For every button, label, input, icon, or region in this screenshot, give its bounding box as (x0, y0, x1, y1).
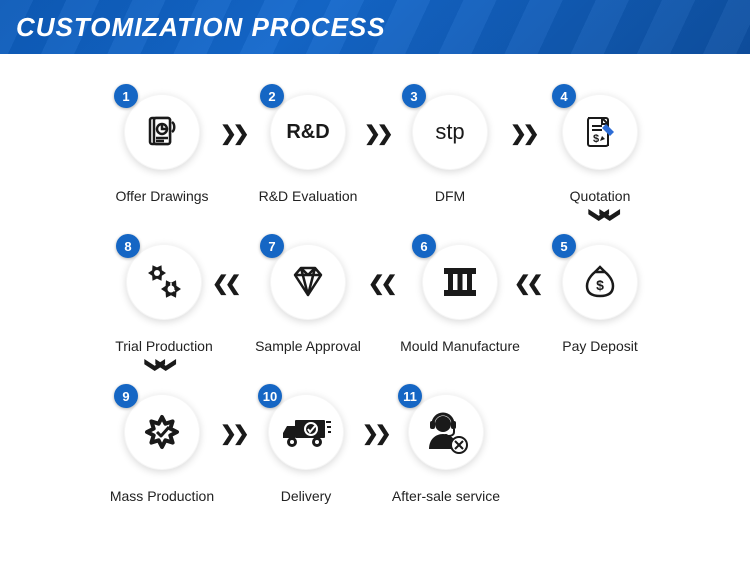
process-step: 9 Mass Production (92, 394, 232, 504)
step-label: Trial Production (115, 338, 213, 354)
step-circle: 6 (422, 244, 498, 320)
step-number-badge: 7 (260, 234, 284, 258)
step-number-badge: 8 (116, 234, 140, 258)
step-number-badge: 3 (402, 84, 426, 108)
step-label: DFM (435, 188, 465, 204)
flow-arrow-right: ❯❯ (364, 124, 390, 144)
svg-text:$: $ (593, 133, 599, 145)
process-step: 11 After-sale service (376, 394, 516, 504)
step-label: Mould Manufacture (400, 338, 520, 354)
process-step: 1 Offer Drawings (92, 94, 232, 204)
step-label: After-sale service (392, 488, 500, 504)
step-circle: 5$ (562, 244, 638, 320)
flow-arrow-left: ❮❮ (514, 274, 540, 294)
step-label: Delivery (281, 488, 332, 504)
step-circle: 4$ (562, 94, 638, 170)
process-canvas: 1Offer Drawings2R&DR&D Evaluation3stpDFM… (0, 54, 750, 561)
truck-icon (281, 412, 331, 452)
step-number-badge: 10 (258, 384, 282, 408)
flow-arrow-left: ❮❮ (212, 274, 238, 294)
svg-text:$: $ (596, 277, 604, 293)
step-number-badge: 11 (398, 384, 422, 408)
step-label: Quotation (570, 188, 631, 204)
step-label: Pay Deposit (562, 338, 637, 354)
step-circle: 10 (268, 394, 344, 470)
process-step: 3stp DFM (380, 94, 520, 204)
process-step: 10 Delivery (236, 394, 376, 504)
text_rd-icon: R&D (286, 121, 329, 144)
step-number-badge: 2 (260, 84, 284, 108)
step-label: Mass Production (110, 488, 214, 504)
process-step: 5$ Pay Deposit (530, 244, 670, 354)
step-circle: 1 (124, 94, 200, 170)
step-label: Offer Drawings (115, 188, 208, 204)
process-step: 4$ Quotation (530, 94, 670, 204)
drawings-icon (142, 112, 182, 152)
flow-arrow-right: ❯❯ (510, 124, 536, 144)
gear-icon (140, 410, 184, 454)
step-circle: 11 (408, 394, 484, 470)
process-step: 2R&D R&D Evaluation (238, 94, 378, 204)
step-number-badge: 6 (412, 234, 436, 258)
step-label: R&D Evaluation (259, 188, 358, 204)
text_stp-icon: stp (435, 119, 464, 145)
step-circle: 7 (270, 244, 346, 320)
step-circle: 2R&D (270, 94, 346, 170)
step-label: Sample Approval (255, 338, 361, 354)
step-number-badge: 9 (114, 384, 138, 408)
gears-icon (141, 259, 187, 305)
moneybag-icon: $ (580, 262, 620, 302)
step-number-badge: 5 (552, 234, 576, 258)
step-circle: 9 (124, 394, 200, 470)
step-circle: 3stp (412, 94, 488, 170)
process-step: 6 Mould Manufacture (390, 244, 530, 354)
step-circle: 8 (126, 244, 202, 320)
header-banner: CUSTOMIZATION PROCESS (0, 0, 750, 54)
flow-arrow-down: ❯❯ (593, 207, 615, 224)
step-number-badge: 1 (114, 84, 138, 108)
quotation-icon: $ (580, 112, 620, 152)
mould-icon (438, 260, 482, 304)
flow-arrow-right: ❯❯ (220, 124, 246, 144)
page-title: CUSTOMIZATION PROCESS (16, 12, 386, 43)
flow-arrow-left: ❮❮ (368, 274, 394, 294)
process-step: 7 Sample Approval (238, 244, 378, 354)
flow-arrow-down: ❯❯ (149, 357, 171, 374)
diamond-icon (287, 261, 329, 303)
flow-arrow-right: ❯❯ (362, 424, 388, 444)
step-number-badge: 4 (552, 84, 576, 108)
process-step: 8 Trial Production (94, 244, 234, 354)
support-icon (423, 409, 469, 455)
flow-arrow-right: ❯❯ (220, 424, 246, 444)
